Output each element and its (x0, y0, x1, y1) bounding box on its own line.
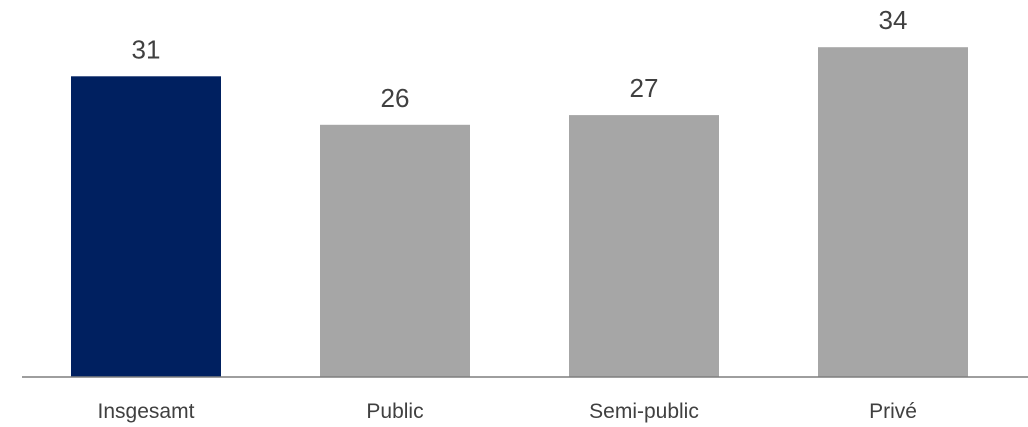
data-label-public: 26 (381, 83, 410, 113)
data-label-prive: 34 (879, 5, 908, 35)
bars-layer (71, 47, 968, 378)
data-label-semi-public: 27 (630, 73, 659, 103)
category-label-prive: Privé (869, 400, 917, 423)
bar-semi-public (569, 115, 719, 377)
category-label-semi-public: Semi-public (589, 400, 699, 423)
bar-public (320, 124, 470, 377)
bar-prive (818, 47, 968, 377)
category-label-insgesamt: Insgesamt (98, 400, 195, 423)
labels-layer: 31 Insgesamt 26 Public 27 Semi-public 34 Privé (98, 5, 917, 423)
category-label-public: Public (366, 400, 423, 423)
bar-insgesamt (71, 76, 221, 378)
data-label-insgesamt: 31 (132, 34, 161, 64)
